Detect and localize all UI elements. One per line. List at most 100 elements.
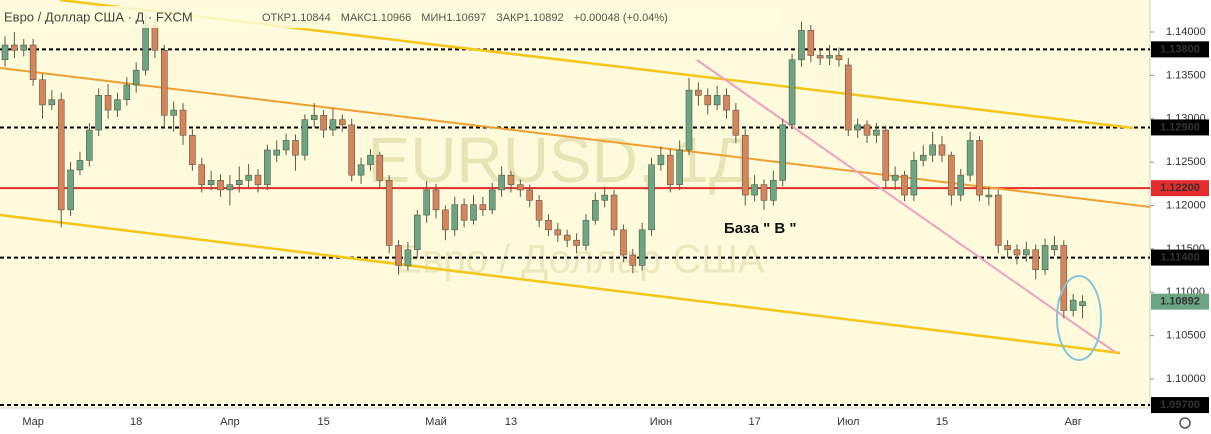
watermark-name: Евро / Доллар США [395, 238, 765, 282]
candle-body [882, 129, 890, 181]
candle-body [563, 234, 571, 241]
candle-body [582, 219, 590, 246]
candle-body [245, 174, 252, 181]
candle-body [20, 44, 28, 51]
y-tick-label: 1.10500 [1166, 330, 1206, 342]
candle-body [86, 129, 93, 161]
candle-body [1032, 249, 1039, 271]
candle-body [460, 204, 468, 221]
candle-body [751, 184, 758, 196]
y-tick-label: 1.10000 [1166, 373, 1206, 385]
candle-body [592, 200, 599, 221]
level-label: 1.13800 [1160, 43, 1200, 55]
candle-body [114, 99, 121, 111]
candle-body [741, 134, 749, 196]
candle-body [704, 95, 712, 106]
candle-body [29, 44, 37, 81]
axes: 1.100001.105001.110001.115001.120001.125… [22, 26, 1209, 428]
candle-body [788, 59, 796, 126]
candle-body [48, 99, 56, 106]
candle-body [442, 209, 449, 231]
candle-body [488, 189, 496, 211]
x-tick-label: 15 [936, 416, 948, 428]
level-label: 1.09700 [1160, 399, 1200, 411]
candle-body [554, 229, 562, 236]
x-tick-label: Апр [220, 416, 239, 428]
candle-body [770, 180, 777, 201]
candle-body [423, 189, 430, 216]
candle-body [629, 254, 637, 266]
chart-title: Евро / Доллар США · Д · FXCM [4, 9, 193, 24]
candle-body [891, 174, 899, 181]
candle-body [638, 229, 646, 266]
y-tick-label: 1.12500 [1166, 156, 1206, 168]
candle-body [854, 124, 861, 131]
candle-body [142, 24, 149, 71]
candle-body [713, 95, 721, 106]
candle-body [779, 124, 787, 181]
candle-body [601, 194, 608, 201]
candle-body [976, 140, 983, 196]
candle-body [432, 189, 440, 211]
candle-body [273, 149, 281, 156]
candle-body [95, 95, 102, 131]
price-marker-label: 1.10892 [1160, 296, 1200, 308]
trend-line [696, 59, 1116, 353]
level-label-box [1151, 180, 1209, 197]
annotation: База " В " [724, 220, 796, 237]
candle-body [816, 55, 824, 59]
candle-body [67, 169, 74, 211]
candle-body [545, 219, 552, 231]
candle-body [498, 174, 505, 191]
candle-body [132, 69, 140, 86]
candle-body [479, 204, 487, 211]
candle-body [910, 160, 918, 196]
settings-icon[interactable] [1179, 417, 1191, 429]
candle-body [948, 154, 955, 196]
plot-background [0, 0, 1150, 408]
candle-body [695, 89, 702, 96]
candle-body [329, 119, 337, 131]
level-label-box [1151, 119, 1209, 136]
candle-body [198, 164, 206, 185]
candle-body [620, 229, 627, 256]
candles [1, 14, 1086, 319]
candle-body [395, 245, 402, 266]
candle-body [301, 119, 309, 156]
y-tick-label: 1.13500 [1166, 69, 1206, 81]
candle-body [901, 174, 908, 196]
candle-body [11, 44, 18, 51]
stats: ОТКР1.10844 МАКС1.10966 МИН1.10697 ЗАКР1.10… [262, 12, 668, 24]
header-stat: МИН1.10697 [421, 12, 486, 24]
candle-body [835, 55, 843, 61]
level-label-box [1151, 41, 1209, 58]
candle-body [451, 204, 459, 231]
candle-body [76, 160, 84, 171]
candle-body [207, 180, 215, 185]
candle-body [994, 194, 1002, 246]
candle-body [470, 204, 477, 221]
candle-body [320, 114, 327, 131]
candle-body [254, 174, 262, 185]
header-stat: ЗАКР1.10892 [496, 12, 564, 24]
candle-body [339, 119, 346, 126]
candle-body [1004, 245, 1011, 251]
candle-body [1051, 245, 1058, 251]
candle-body [160, 49, 168, 116]
candle-body [57, 99, 65, 211]
header-stat: +0.00048 (+0.04%) [574, 12, 668, 24]
candle-body [648, 164, 655, 231]
candle-body [292, 140, 299, 156]
candle-body [217, 180, 224, 191]
candle-body [919, 154, 927, 161]
candle-body [413, 214, 421, 251]
candle-body [1013, 249, 1021, 256]
candle-body [676, 149, 683, 185]
candle-body [573, 239, 580, 246]
candle-body [807, 29, 815, 56]
candle-body [264, 149, 271, 185]
candle-body [151, 24, 159, 51]
candle-body [535, 200, 543, 221]
candle-body [966, 140, 974, 176]
